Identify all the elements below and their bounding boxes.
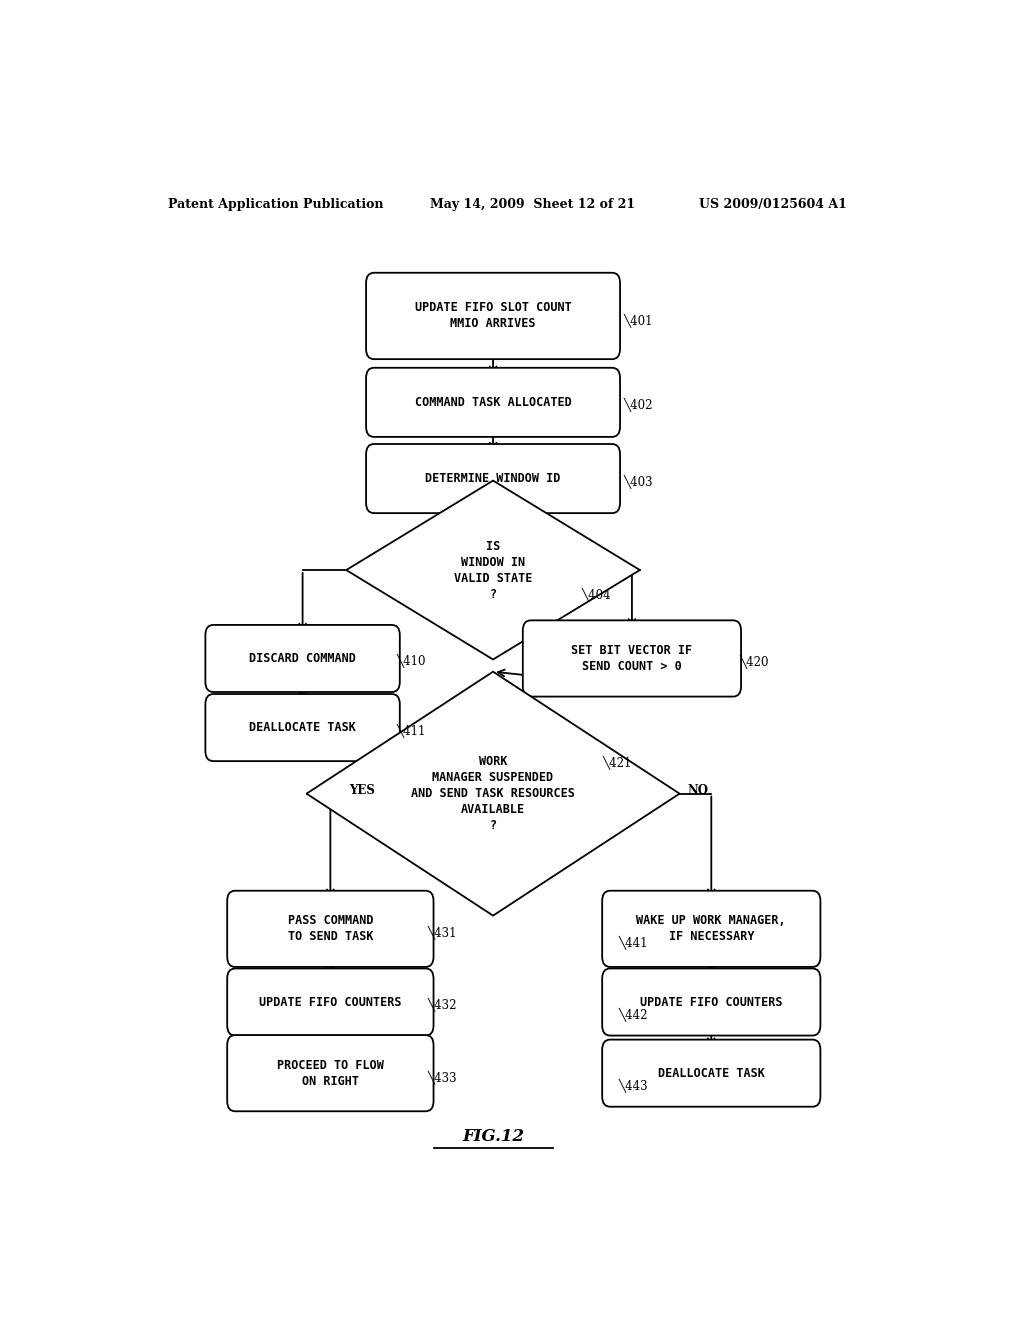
Text: ╲431: ╲431 [428,925,458,940]
Text: UPDATE FIFO SLOT COUNT
MMIO ARRIVES: UPDATE FIFO SLOT COUNT MMIO ARRIVES [415,301,571,330]
Text: YES: YES [349,784,375,797]
Text: Patent Application Publication: Patent Application Publication [168,198,383,211]
Polygon shape [346,480,640,660]
Text: PASS COMMAND
TO SEND TASK: PASS COMMAND TO SEND TASK [288,915,373,944]
Text: UPDATE FIFO COUNTERS: UPDATE FIFO COUNTERS [640,995,782,1008]
Text: DEALLOCATE TASK: DEALLOCATE TASK [249,721,356,734]
Text: ╲410: ╲410 [396,655,426,668]
Text: US 2009/0125604 A1: US 2009/0125604 A1 [699,198,847,211]
Text: ╲420: ╲420 [739,656,769,669]
Text: ╲441: ╲441 [618,936,648,950]
FancyBboxPatch shape [206,624,399,692]
FancyBboxPatch shape [367,368,621,437]
Text: FIG.12: FIG.12 [462,1127,524,1144]
FancyBboxPatch shape [367,444,621,513]
Text: May 14, 2009  Sheet 12 of 21: May 14, 2009 Sheet 12 of 21 [430,198,635,211]
Text: ╲401: ╲401 [624,314,653,329]
Polygon shape [306,672,680,916]
FancyBboxPatch shape [227,1035,433,1111]
FancyBboxPatch shape [227,891,433,968]
Text: IS
WINDOW IN
VALID STATE
?: IS WINDOW IN VALID STATE ? [454,540,532,601]
FancyBboxPatch shape [227,969,433,1036]
Text: PROCEED TO FLOW
ON RIGHT: PROCEED TO FLOW ON RIGHT [276,1059,384,1088]
Text: ╲433: ╲433 [428,1072,458,1085]
FancyBboxPatch shape [602,891,820,968]
Text: ╲402: ╲402 [624,399,653,412]
FancyBboxPatch shape [602,969,820,1036]
Text: WORK
MANAGER SUSPENDED
AND SEND TASK RESOURCES
AVAILABLE
?: WORK MANAGER SUSPENDED AND SEND TASK RES… [411,755,575,832]
Text: ╲443: ╲443 [618,1080,648,1093]
FancyBboxPatch shape [367,273,621,359]
Text: DISCARD COMMAND: DISCARD COMMAND [249,652,356,665]
FancyBboxPatch shape [523,620,741,697]
Text: DETERMINE WINDOW ID: DETERMINE WINDOW ID [425,473,561,484]
Text: COMMAND TASK ALLOCATED: COMMAND TASK ALLOCATED [415,396,571,409]
Text: WAKE UP WORK MANAGER,
IF NECESSARY: WAKE UP WORK MANAGER, IF NECESSARY [637,915,786,944]
Text: ╲403: ╲403 [624,475,653,488]
Text: DEALLOCATE TASK: DEALLOCATE TASK [657,1067,765,1080]
Text: ╲442: ╲442 [618,1008,648,1022]
Text: ╲421: ╲421 [602,756,632,770]
FancyBboxPatch shape [206,694,399,762]
Text: ╲411: ╲411 [396,723,426,738]
Text: SET BIT VECTOR IF
SEND COUNT > 0: SET BIT VECTOR IF SEND COUNT > 0 [571,644,692,673]
Text: ╲432: ╲432 [428,998,458,1012]
Text: UPDATE FIFO COUNTERS: UPDATE FIFO COUNTERS [259,995,401,1008]
Text: NO: NO [687,784,709,797]
FancyBboxPatch shape [602,1040,820,1106]
Text: ╲404: ╲404 [582,589,611,602]
